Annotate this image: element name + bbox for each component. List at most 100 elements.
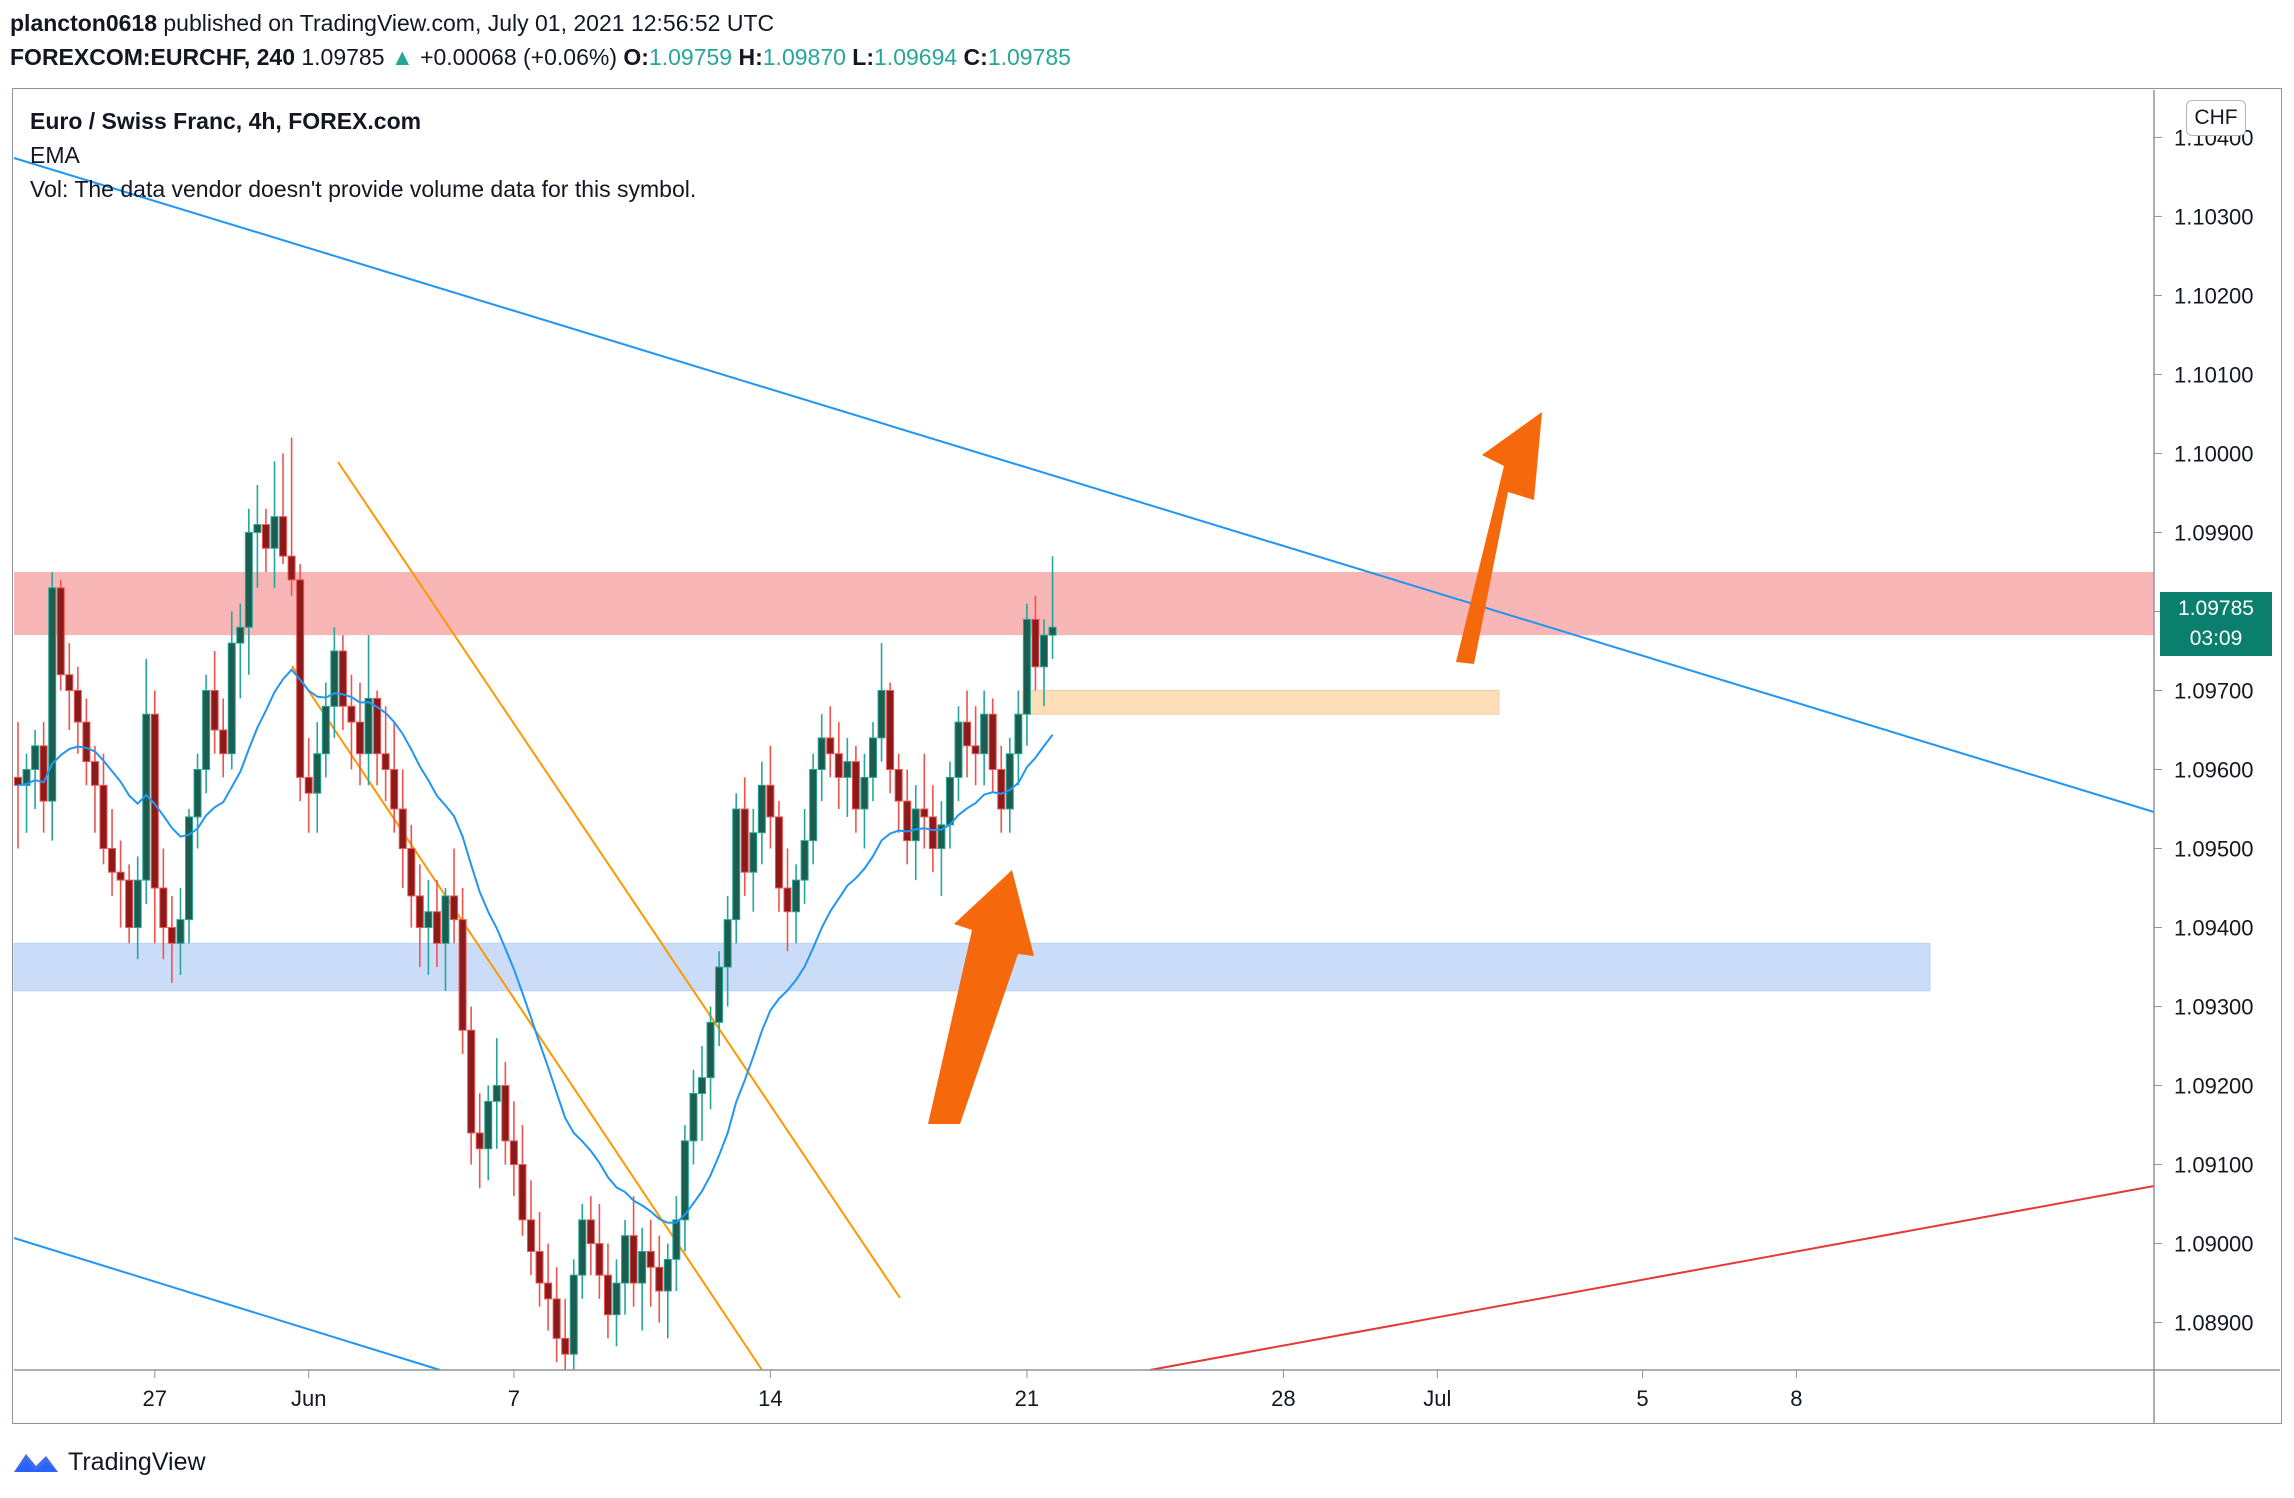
price-tick-label: 1.09500 [2174,837,2254,862]
candle-body [595,1243,604,1276]
candle-body [621,1235,630,1284]
legend-indicator[interactable]: EMA [30,142,80,168]
price-tick-label: 1.09200 [2174,1074,2254,1099]
candle [698,1046,706,1141]
candle-body [415,895,424,929]
candle-body [424,911,433,929]
candle [595,1204,604,1299]
candle-body [698,1077,706,1094]
candle [552,1267,561,1363]
candle [364,635,373,786]
candle-body [544,1282,553,1300]
candle [14,722,22,849]
candle [398,769,407,889]
candle [971,706,980,786]
candle [133,856,142,960]
candle-body [202,689,211,771]
candle [450,848,459,944]
lower-trendline [13,1237,441,1371]
candle [31,730,40,810]
candle [356,682,364,786]
candle-body [253,524,262,533]
candle [954,706,963,802]
candle-body [22,769,31,786]
open-label: O: [623,44,649,70]
candle [90,745,99,833]
candle-body [928,816,937,850]
candle-body [629,1235,638,1284]
time-tick-label: 14 [758,1386,782,1411]
price-tag-value: 1.09785 [2178,597,2254,620]
currency-button[interactable]: CHF [2186,100,2246,136]
candle [1014,690,1023,786]
candle [227,611,236,770]
candle-body [920,808,929,818]
publisher-name[interactable]: plancton0618 [10,10,157,36]
candle [903,769,912,865]
candle [56,579,65,691]
candle-body [176,919,185,944]
candle-body [1022,618,1031,715]
candle [338,635,347,730]
candle-body [347,705,356,723]
high-label: H: [738,44,763,70]
candle [800,809,809,904]
candle [304,737,313,833]
candle [843,737,852,817]
candle [313,722,322,833]
candle [432,880,441,968]
candle-body [501,1085,510,1142]
candle-body [432,911,441,944]
candle [330,627,339,738]
ema-line [17,668,1054,1224]
candle-body [116,871,125,881]
candle-body [82,721,91,763]
candle [492,1038,501,1149]
candle-body [492,1085,501,1102]
candle [347,674,356,770]
candle [116,840,125,928]
candle [629,1196,638,1307]
candle-body [963,721,972,747]
candle-body [715,966,724,1023]
candle-body [1031,618,1040,668]
legend-volume-note: Vol: The data vendor doesn't provide vol… [30,176,697,202]
candle [740,777,749,896]
candle-body [31,745,40,771]
candle-body [877,689,886,739]
candle [792,864,801,944]
up-arrow-left [928,870,1034,1124]
footer-brand-label: TradingView [68,1447,206,1476]
up-arrow-right [1456,412,1542,664]
candle-body [90,761,99,786]
candle-body [997,769,1006,810]
footer-brand[interactable]: TradingView [10,1446,206,1478]
candle [65,643,74,730]
candle [424,880,433,975]
candle-body [356,721,364,755]
candle-body [509,1140,518,1166]
candle [202,674,211,794]
candle [407,824,416,928]
candle [732,793,741,944]
candle-body [971,745,980,755]
candle [99,753,108,865]
candle-body [945,776,954,826]
candle-body [535,1250,544,1284]
candle-body [783,887,792,913]
candle-body [911,808,920,842]
price-tick-label: 1.09300 [2174,995,2254,1020]
candle [886,682,895,794]
candle [527,1180,535,1276]
candle [783,848,792,952]
candle-body [381,753,390,771]
candle [518,1125,527,1236]
price-tick-label: 1.08900 [2174,1311,2254,1336]
candle [125,864,134,944]
candle [672,1196,681,1291]
legend-title[interactable]: Euro / Swiss Franc, 4h, FOREX.com [30,108,422,134]
chart-legend: Euro / Swiss Franc, 4h, FOREX.com EMA Vo… [30,104,696,206]
candle [928,785,937,873]
candle [586,1196,595,1276]
